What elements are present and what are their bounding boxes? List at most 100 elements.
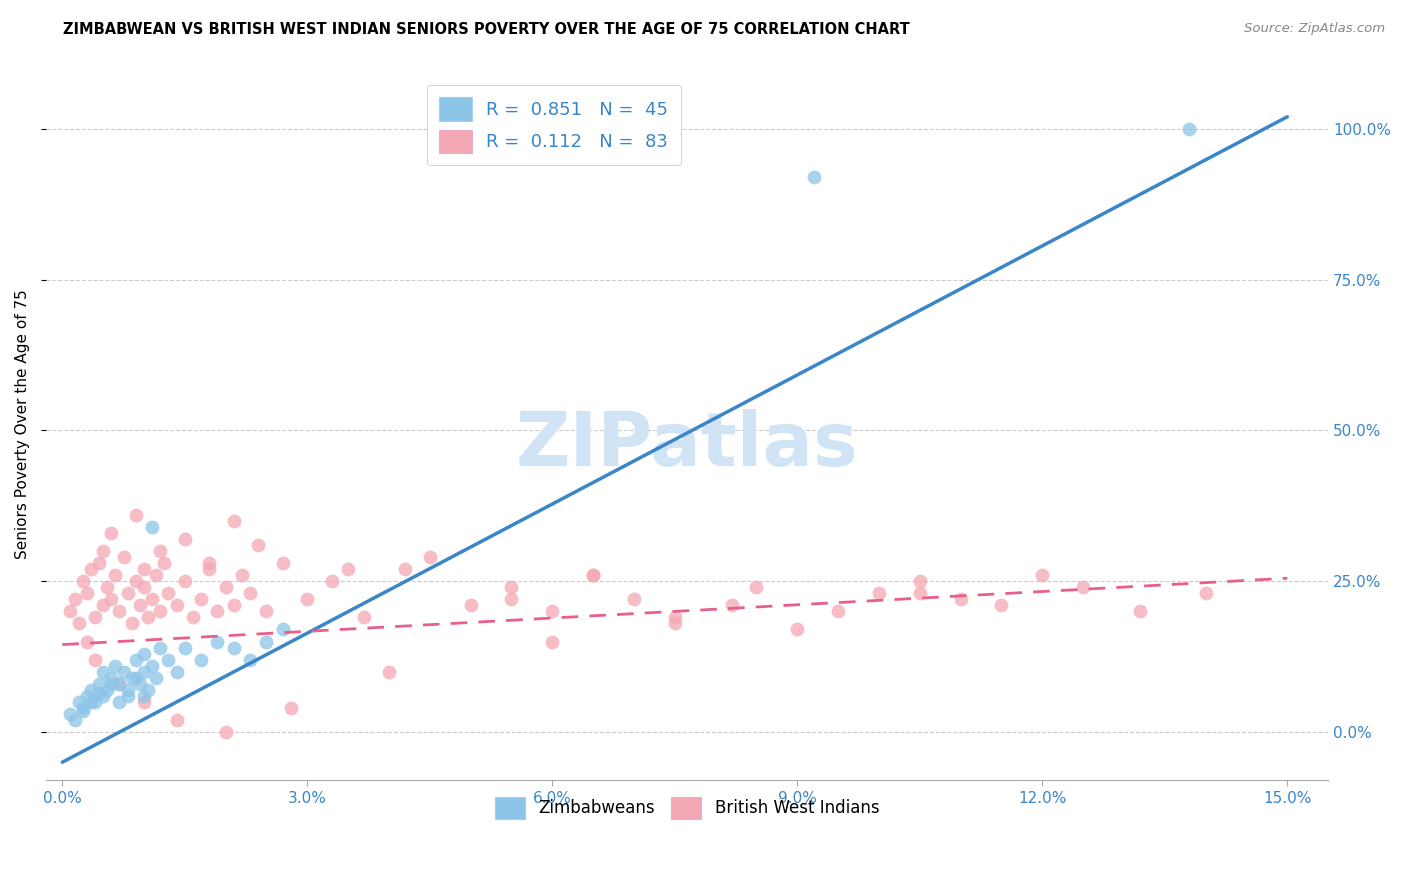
Point [990, 599, 1012, 613]
Point [166, 665, 188, 679]
Point [104, 568, 127, 582]
Point [198, 562, 221, 576]
Point [67, 695, 90, 709]
Point [59, 604, 82, 618]
Point [157, 586, 180, 600]
Point [91, 665, 114, 679]
Point [108, 677, 131, 691]
Point [271, 623, 294, 637]
Point [63, 713, 86, 727]
Point [239, 653, 262, 667]
Point [868, 586, 890, 600]
Point [173, 640, 195, 655]
Point [59, 706, 82, 721]
Point [125, 508, 148, 522]
Point [198, 556, 221, 570]
Point [100, 526, 122, 541]
Point [786, 623, 808, 637]
Point [121, 671, 143, 685]
Point [121, 616, 143, 631]
Point [87, 556, 110, 570]
Point [117, 682, 139, 697]
Point [181, 610, 204, 624]
Point [173, 574, 195, 589]
Point [76, 689, 98, 703]
Point [72, 574, 94, 589]
Point [190, 592, 212, 607]
Point [91, 689, 114, 703]
Point [128, 677, 150, 691]
Point [136, 610, 159, 624]
Point [256, 604, 278, 618]
Point [84, 610, 107, 624]
Point [157, 653, 180, 667]
Point [664, 610, 686, 624]
Point [153, 556, 176, 570]
Point [1129, 604, 1152, 618]
Point [321, 574, 343, 589]
Point [80, 562, 103, 576]
Text: Source: ZipAtlas.com: Source: ZipAtlas.com [1244, 22, 1385, 36]
Point [378, 665, 401, 679]
Point [141, 520, 163, 534]
Point [949, 592, 972, 607]
Point [337, 562, 360, 576]
Point [541, 604, 564, 618]
Point [117, 586, 139, 600]
Point [501, 592, 523, 607]
Point [84, 653, 107, 667]
Point [222, 599, 245, 613]
Point [84, 695, 107, 709]
Point [1031, 568, 1053, 582]
Point [166, 599, 188, 613]
Point [128, 599, 150, 613]
Point [132, 665, 155, 679]
Point [96, 682, 118, 697]
Point [117, 689, 139, 703]
Y-axis label: Seniors Poverty Over the Age of 75: Seniors Poverty Over the Age of 75 [15, 290, 30, 559]
Point [239, 586, 262, 600]
Point [112, 665, 135, 679]
Point [222, 514, 245, 528]
Point [582, 568, 605, 582]
Point [80, 695, 103, 709]
Legend: Zimbabweans, British West Indians: Zimbabweans, British West Indians [488, 790, 886, 825]
Point [149, 604, 172, 618]
Point [247, 538, 270, 552]
Point [87, 686, 110, 700]
Point [108, 695, 131, 709]
Point [145, 568, 167, 582]
Point [80, 682, 103, 697]
Point [207, 604, 229, 618]
Point [141, 592, 163, 607]
Point [125, 671, 148, 685]
Point [67, 616, 90, 631]
Point [125, 574, 148, 589]
Point [271, 556, 294, 570]
Point [100, 677, 122, 691]
Point [582, 568, 605, 582]
Point [256, 634, 278, 648]
Point [1071, 580, 1094, 594]
Point [91, 599, 114, 613]
Point [1194, 586, 1216, 600]
Point [190, 653, 212, 667]
Point [100, 592, 122, 607]
Point [145, 671, 167, 685]
Point [623, 592, 645, 607]
Point [745, 580, 768, 594]
Point [501, 580, 523, 594]
Point [108, 604, 131, 618]
Point [112, 550, 135, 565]
Point [100, 671, 122, 685]
Point [87, 677, 110, 691]
Point [63, 592, 86, 607]
Point [231, 568, 253, 582]
Point [132, 689, 155, 703]
Point [280, 701, 302, 715]
Point [721, 599, 744, 613]
Point [460, 599, 482, 613]
Point [1178, 121, 1201, 136]
Point [141, 658, 163, 673]
Point [827, 604, 849, 618]
